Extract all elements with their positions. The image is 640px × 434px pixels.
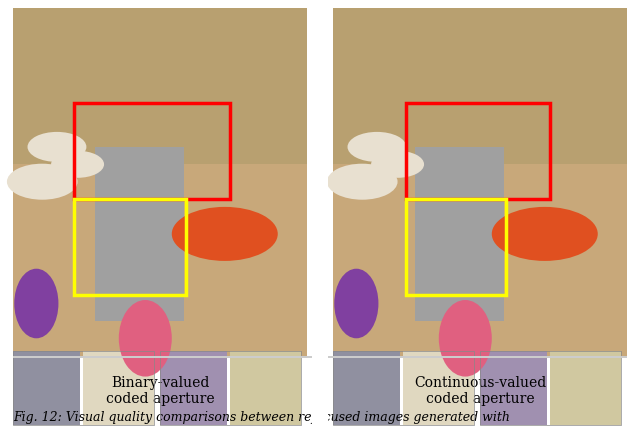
Bar xyxy=(230,352,301,425)
Bar xyxy=(550,352,621,425)
Ellipse shape xyxy=(51,151,104,178)
Bar xyxy=(13,9,307,165)
Bar xyxy=(403,352,474,425)
Ellipse shape xyxy=(439,300,492,377)
Ellipse shape xyxy=(7,164,77,200)
Bar xyxy=(74,200,186,295)
Bar xyxy=(160,352,227,425)
Ellipse shape xyxy=(14,269,58,339)
Ellipse shape xyxy=(334,269,378,339)
Text: Binary-valued
coded aperture: Binary-valued coded aperture xyxy=(106,375,214,405)
Bar xyxy=(333,352,474,425)
Ellipse shape xyxy=(28,133,86,163)
Bar xyxy=(406,104,550,200)
Bar xyxy=(333,9,627,356)
Bar xyxy=(312,9,328,425)
Bar xyxy=(333,352,400,425)
Bar xyxy=(95,148,184,321)
Bar xyxy=(74,104,230,200)
Bar xyxy=(13,352,80,425)
Bar xyxy=(13,356,627,358)
Ellipse shape xyxy=(371,151,424,178)
Bar xyxy=(13,352,154,425)
Bar xyxy=(13,9,307,356)
Bar xyxy=(333,9,627,165)
Bar xyxy=(160,352,301,425)
Text: Continuous-valued
coded aperture: Continuous-valued coded aperture xyxy=(414,375,546,405)
Ellipse shape xyxy=(119,300,172,377)
Ellipse shape xyxy=(348,133,406,163)
Ellipse shape xyxy=(172,207,278,261)
Bar xyxy=(83,352,154,425)
Bar xyxy=(480,352,621,425)
Ellipse shape xyxy=(492,207,598,261)
Bar xyxy=(415,148,504,321)
Bar xyxy=(406,200,506,295)
Text: Fig. 12: Visual quality comparisons between refocused images generated with: Fig. 12: Visual quality comparisons betw… xyxy=(13,410,509,423)
Ellipse shape xyxy=(327,164,397,200)
Bar xyxy=(480,352,547,425)
